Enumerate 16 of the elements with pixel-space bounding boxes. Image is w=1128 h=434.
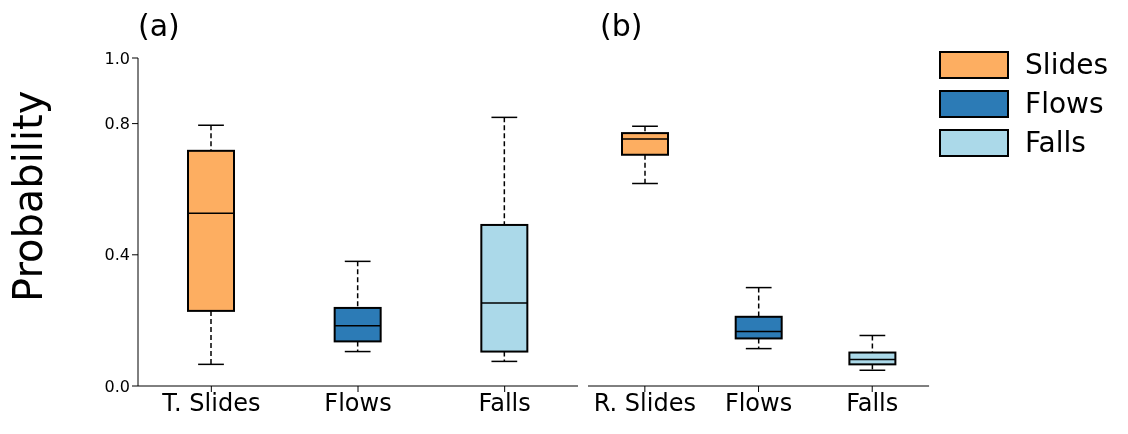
x-tick-label: Flows — [324, 389, 392, 418]
chart-title: (b) — [600, 8, 643, 43]
chart-title: (a) — [138, 8, 180, 43]
legend-label: Flows — [1025, 87, 1104, 120]
y-tick-label: 1.0 — [104, 48, 130, 68]
x-tick-label: Flows — [724, 389, 793, 418]
y-axis-title: Probability — [5, 90, 52, 302]
y-tick-label: 0.0 — [104, 376, 130, 396]
legend-label: Slides — [1025, 48, 1108, 81]
x-tick-label: R. Slides — [593, 389, 696, 418]
y-tick-label: 0.4 — [104, 245, 130, 265]
legend-label: Falls — [1025, 126, 1086, 159]
x-tick-label: Falls — [478, 389, 531, 418]
x-tick-label: Falls — [846, 389, 899, 418]
x-tick-label: T. Slides — [161, 389, 261, 418]
y-tick-label: 0.8 — [104, 114, 130, 134]
